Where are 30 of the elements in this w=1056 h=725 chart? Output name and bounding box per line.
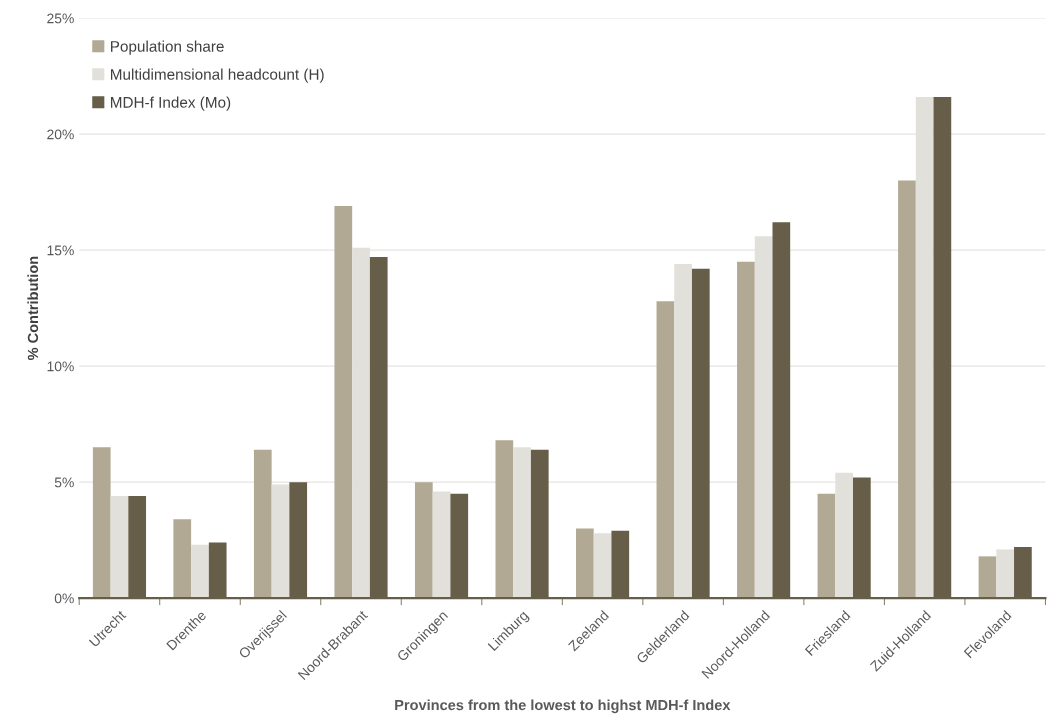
bar: [593, 533, 612, 599]
bar: [576, 528, 594, 599]
bar: [513, 447, 531, 599]
legend-label: MDH-f Index (Mo): [111, 96, 231, 111]
bar: [334, 206, 353, 599]
y-tick-label: 20%: [47, 129, 74, 140]
bar: [495, 440, 514, 599]
y-tick-label: 25%: [47, 13, 74, 24]
x-axis-title: Provinces from the lowest to highst MDH-f Index: [395, 699, 731, 714]
bar: [92, 447, 111, 599]
bar: [432, 491, 451, 599]
bar: [191, 544, 209, 599]
bar: [978, 556, 997, 599]
bar: [737, 261, 755, 599]
bar: [898, 180, 916, 599]
bar: [996, 549, 1015, 599]
bar: [110, 496, 129, 599]
bar: [173, 519, 192, 599]
y-tick-label: 5%: [54, 477, 74, 488]
bar: [817, 493, 836, 599]
bar: [253, 449, 272, 599]
bar: [656, 301, 675, 599]
bar: [414, 482, 433, 599]
y-axis-title: % Contribution: [27, 256, 39, 361]
y-tick-label: 0%: [54, 593, 74, 604]
y-tick-label: 10%: [47, 361, 74, 372]
bar: [674, 264, 692, 599]
legend-label: Multidimensional headcount (H): [111, 68, 324, 83]
y-tick-label: 15%: [47, 245, 74, 256]
legend-label: Population share: [111, 40, 224, 55]
